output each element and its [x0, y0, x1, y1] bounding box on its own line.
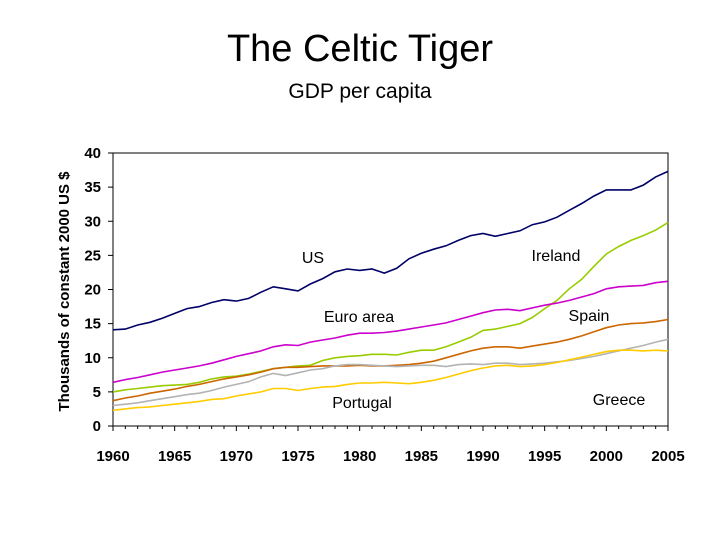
x-tick-label: 2000	[590, 448, 623, 465]
x-tick-label: 2005	[651, 448, 684, 465]
x-tick-label: 1965	[158, 448, 191, 465]
y-tick-label: 5	[93, 384, 101, 401]
x-tick-label: 1960	[96, 448, 129, 465]
y-tick-label: 10	[84, 350, 101, 367]
series-label-spain: Spain	[569, 308, 610, 325]
y-tick-label: 35	[84, 179, 101, 196]
series-label-portugal: Portugal	[332, 395, 392, 412]
x-tick-label: 1980	[343, 448, 376, 465]
chart-subtitle: GDP per capita	[288, 80, 432, 103]
y-tick-label: 0	[93, 418, 101, 435]
series-line-greece	[112, 338, 669, 407]
series-line-us	[112, 170, 669, 331]
series-label-ireland: Ireland	[532, 248, 581, 265]
x-tick-label: 1990	[466, 448, 499, 465]
series-label-greece: Greece	[593, 392, 646, 409]
y-tick-label: 25	[84, 247, 101, 264]
plot-area: 0 5 10 15 20 25 30 35 40 1960 1965 1970 1975 1980 1985…	[84, 145, 684, 465]
series-line-portugal	[112, 349, 669, 412]
y-tick-label: 15	[84, 316, 101, 333]
y-axis-label: Thousands of constant 2000 US $	[56, 171, 73, 412]
y-tick-label: 20	[84, 282, 101, 299]
x-tick-label: 1975	[281, 448, 314, 465]
x-tick-label: 1985	[405, 448, 438, 465]
chart-title: The Celtic Tiger	[226, 28, 494, 70]
x-tick-label: 1995	[528, 448, 561, 465]
series-label-euro-area: Euro area	[324, 309, 394, 326]
series-line-ireland	[112, 221, 669, 393]
x-tick-label: 1970	[220, 448, 253, 465]
series-label-us: US	[302, 250, 324, 267]
y-tick-label: 40	[84, 145, 101, 162]
y-tick-label: 30	[84, 213, 101, 230]
series-line-euro-area	[112, 280, 669, 384]
